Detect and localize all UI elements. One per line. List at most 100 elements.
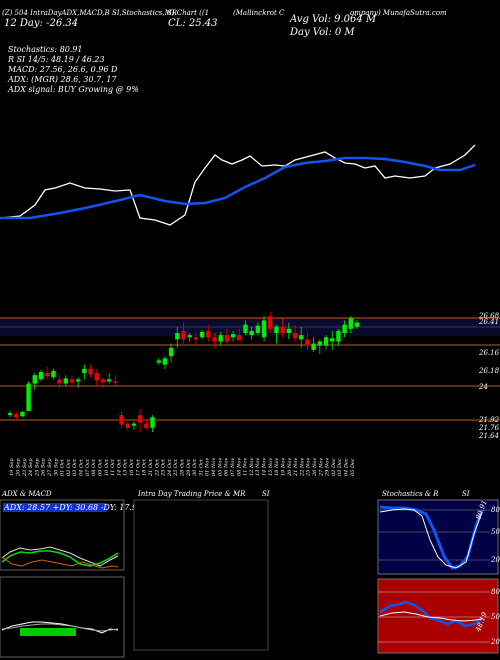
date-tick-label: 29 Oct — [186, 458, 192, 477]
price-tick-label: 21.64 — [478, 432, 499, 440]
candles — [7, 312, 360, 432]
header-chart-labels: SI,Stochastics,MR — [112, 9, 178, 17]
candle-body — [44, 373, 50, 377]
candle-body — [69, 379, 75, 383]
candle-body — [237, 335, 242, 341]
date-tick-label: 03 Oct — [72, 458, 78, 476]
date-tick-label: 04 Oct — [79, 458, 85, 476]
candle-body — [32, 375, 37, 384]
date-tick-label: 09 Oct — [97, 458, 103, 476]
date-tick-label: 11 Oct — [110, 458, 116, 476]
candle-body — [218, 335, 223, 342]
candle-body — [57, 379, 62, 384]
candle-body — [330, 338, 335, 342]
intraday-panel: Intra Day Trading Price & MR SI — [133, 490, 270, 651]
date-tick-label: 06 Nov — [224, 458, 230, 476]
header-company-b: ompany) MunafaSutra.com — [350, 9, 447, 17]
candle-body — [187, 335, 192, 338]
date-tick-label: 15 Oct — [123, 458, 129, 476]
candle-body — [336, 330, 341, 342]
candle-body — [305, 339, 310, 346]
date-tick-label: 19 Nov — [280, 458, 286, 476]
candle-grid — [0, 317, 500, 421]
candle-body — [119, 415, 124, 425]
candle-body — [88, 368, 93, 375]
candle-body — [51, 370, 56, 378]
date-tick-label: 02 Dec — [331, 458, 337, 476]
candle-body — [299, 335, 304, 340]
price-line — [0, 144, 476, 226]
date-tick-label: 14 Oct — [116, 458, 122, 476]
candle-body — [199, 332, 205, 338]
candle-body — [113, 381, 118, 383]
candle-body — [323, 337, 329, 346]
average-line — [0, 156, 476, 220]
day-volume: Day Vol: 0 M — [289, 27, 355, 38]
candle-body — [7, 413, 13, 416]
date-tick-label: 20 Sep — [15, 458, 21, 477]
macd-signal-line — [1, 623, 119, 632]
macd-readout: MACD: 27.56, 26.6, 0.96 D — [7, 65, 118, 74]
date-tick-label: 19 Sep — [9, 458, 15, 476]
date-tick-label: 27 Nov — [318, 458, 324, 477]
macd-histogram — [20, 628, 76, 636]
date-tick-label: 14 Nov — [262, 458, 268, 476]
candle-body — [13, 414, 19, 418]
date-tick-label: 20 Nov — [287, 458, 293, 477]
candle-body — [193, 337, 199, 340]
date-axis: 19 Sep 20 Sep 23 Sep 24 Sep 25 Sep 26 Sep 27 S… — [9, 458, 356, 477]
candle-body — [20, 412, 25, 417]
candle-body — [137, 415, 143, 423]
candle-body — [162, 358, 168, 365]
date-tick-label: 30 Oct — [192, 458, 198, 476]
intraday-si-label: SI — [262, 490, 270, 498]
price-tick-label: 26.16 — [478, 349, 500, 357]
candle-body — [342, 324, 347, 334]
date-tick-label: 31 Oct — [198, 458, 204, 476]
date-tick-label: 10 Oct — [104, 458, 110, 476]
candle-body — [348, 318, 354, 329]
adx-values: ADX: 28.57 +DY: 30.68 -DY: 17.95 — [3, 503, 142, 512]
date-tick-label: 29 Nov — [325, 458, 331, 477]
date-tick-label: 01 Oct — [60, 458, 66, 476]
date-tick-label: 12 Nov — [249, 458, 255, 476]
candle-body — [268, 316, 273, 329]
date-tick-label: 25 Nov — [306, 458, 312, 477]
rsi-avg-line — [379, 611, 483, 622]
candle-body — [311, 343, 316, 350]
candle-body — [274, 326, 279, 334]
intraday-title: Intra Day Trading Price & MR — [137, 490, 246, 498]
date-tick-label: 25 Sep — [34, 458, 40, 477]
price-tick-label: 21.92 — [478, 416, 500, 424]
candle-body — [230, 334, 236, 338]
date-tick-label: 04 Dec — [344, 458, 350, 476]
candle-body — [100, 379, 106, 383]
intraday-frame — [133, 499, 269, 651]
macd-panel-frame — [0, 576, 125, 658]
price-tick-label: 21.76 — [478, 424, 500, 432]
date-tick-label: 01 Nov — [205, 458, 211, 476]
header-company-a: (Mallinckrot C — [233, 9, 285, 17]
date-tick-label: 11 Nov — [243, 458, 249, 476]
date-tick-label: 26 Sep — [41, 458, 47, 477]
adx-signal-readout: ADX signal: BUY Growing @ 9% — [7, 85, 139, 94]
date-tick-label: 22 Nov — [299, 458, 305, 477]
stoch-title: Stochastics & R — [382, 490, 439, 498]
candle-body — [106, 379, 112, 382]
day-change: 12 Day: -26.34 — [4, 18, 78, 29]
rsi-frame — [377, 578, 499, 654]
stoch-tick: 50 — [491, 528, 500, 536]
candle-body — [317, 341, 323, 346]
candle-body — [156, 360, 161, 363]
candle-body — [292, 333, 298, 339]
candle-body — [82, 368, 87, 374]
candle-body — [94, 373, 99, 381]
date-tick-label: 05 Nov — [217, 458, 223, 476]
candle-body — [224, 335, 230, 342]
candle-body — [206, 330, 211, 338]
minus-di-line — [1, 556, 119, 569]
close-price: CL: 25.43 — [168, 18, 217, 29]
date-tick-label: 07 Nov — [230, 458, 236, 476]
date-tick-label: 18 Nov — [274, 458, 280, 476]
